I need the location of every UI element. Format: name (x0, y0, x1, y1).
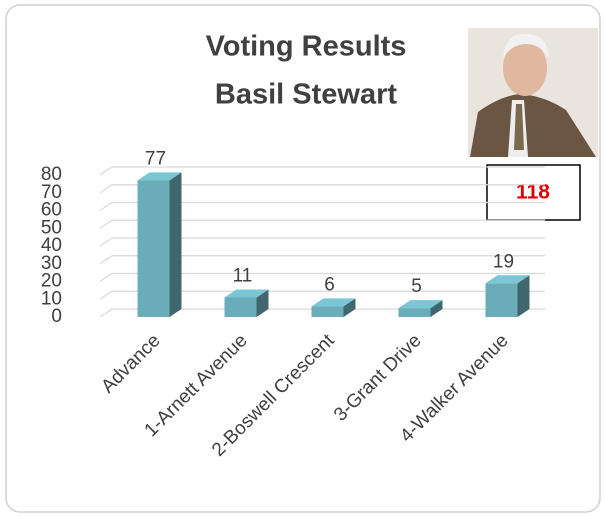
bar-side (256, 289, 269, 317)
bar-front (398, 308, 431, 317)
grid-line (99, 219, 545, 229)
y-tick-label: 10 (41, 288, 62, 309)
bar-top (224, 289, 269, 298)
value-label: 19 (493, 251, 514, 272)
bar (311, 298, 356, 317)
y-tick-label: 40 (41, 235, 62, 256)
bar-top (398, 300, 443, 309)
value-label: 11 (233, 265, 253, 286)
bar-front (311, 306, 344, 317)
bar-front (224, 297, 257, 317)
y-tick-label: 50 (41, 217, 62, 238)
grid-line (99, 272, 545, 282)
bar-top (485, 275, 530, 284)
total-box (486, 164, 581, 221)
chart-title: Voting Results (206, 31, 407, 63)
bar-front (485, 283, 518, 317)
y-tick-label: 30 (41, 253, 62, 274)
total-label: 118 (516, 181, 550, 204)
bar (224, 289, 269, 317)
y-tick-label: 20 (41, 271, 62, 292)
bar (137, 172, 182, 317)
bar-top (311, 298, 356, 307)
grid-line (99, 201, 545, 211)
bar-side (517, 275, 530, 317)
bar-front (137, 180, 170, 317)
grid-line (99, 255, 545, 265)
y-tick-label: 0 (51, 306, 62, 327)
grid-line (99, 184, 545, 194)
value-label: 5 (411, 276, 422, 297)
value-label: 6 (324, 274, 335, 295)
y-tick-label: 70 (41, 182, 62, 203)
bar (398, 300, 443, 317)
bar (485, 275, 530, 317)
value-label: 77 (145, 148, 166, 169)
photo (468, 28, 598, 157)
grid-line (99, 237, 545, 247)
y-tick-label: 80 (41, 164, 62, 185)
card (5, 4, 601, 513)
bar-side (169, 172, 182, 317)
grid-line (99, 166, 545, 176)
bar-side (430, 300, 443, 317)
bar-top (137, 172, 182, 181)
chart-subtitle: Basil Stewart (215, 79, 397, 111)
y-tick-label: 60 (41, 200, 62, 221)
grid-line (99, 290, 545, 300)
bar-side (343, 298, 356, 317)
